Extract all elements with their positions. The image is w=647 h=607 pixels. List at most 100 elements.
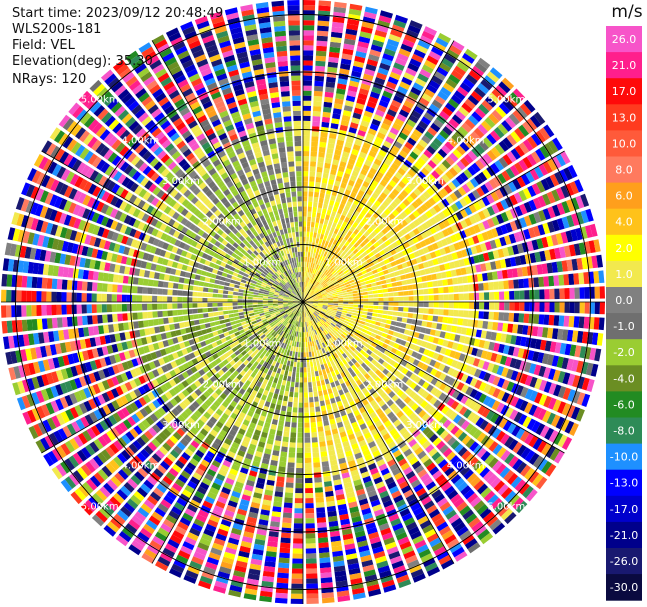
velocity-gate bbox=[426, 55, 439, 66]
velocity-gate bbox=[311, 136, 319, 142]
velocity-gate bbox=[518, 159, 529, 172]
velocity-gate bbox=[327, 220, 333, 227]
velocity-gate bbox=[307, 251, 311, 258]
velocity-gate bbox=[407, 62, 420, 72]
velocity-gate bbox=[346, 163, 354, 170]
velocity-gate bbox=[307, 341, 311, 347]
velocity-gate bbox=[569, 287, 575, 299]
velocity-gate bbox=[226, 326, 233, 331]
velocity-gate bbox=[295, 483, 303, 489]
velocity-gate bbox=[336, 268, 342, 274]
velocity-gate bbox=[379, 275, 386, 281]
velocity-gate bbox=[303, 156, 309, 162]
velocity-gate bbox=[502, 154, 513, 166]
velocity-gate bbox=[330, 287, 336, 291]
velocity-gate bbox=[308, 289, 312, 294]
velocity-gate bbox=[514, 127, 526, 140]
velocity-gate bbox=[312, 447, 319, 453]
velocity-gate bbox=[312, 304, 318, 306]
velocity-gate bbox=[349, 175, 357, 182]
velocity-gate bbox=[294, 341, 297, 347]
velocity-gate bbox=[360, 146, 369, 155]
velocity-gate bbox=[459, 335, 466, 344]
velocity-gate bbox=[343, 279, 349, 284]
velocity-gate bbox=[357, 254, 364, 260]
velocity-gate bbox=[334, 283, 340, 288]
velocity-gate bbox=[307, 216, 311, 222]
velocity-gate bbox=[420, 167, 430, 176]
velocity-gate bbox=[387, 76, 399, 85]
velocity-gate bbox=[401, 249, 409, 256]
velocity-gate bbox=[415, 256, 423, 264]
velocity-gate bbox=[450, 94, 463, 105]
velocity-gate bbox=[359, 31, 372, 39]
velocity-gate bbox=[358, 151, 367, 159]
velocity-gate bbox=[327, 388, 333, 395]
velocity-gate bbox=[386, 315, 393, 320]
velocity-gate bbox=[500, 355, 508, 365]
velocity-gate bbox=[535, 130, 546, 143]
velocity-gate bbox=[569, 302, 575, 314]
velocity-gate bbox=[338, 165, 345, 173]
velocity-gate bbox=[554, 171, 564, 185]
velocity-gate bbox=[548, 368, 556, 380]
velocity-gate bbox=[310, 417, 316, 423]
velocity-gate bbox=[580, 210, 589, 224]
velocity-gate bbox=[377, 231, 385, 238]
velocity-gate bbox=[308, 392, 313, 398]
velocity-gate bbox=[558, 169, 569, 183]
velocity-gate bbox=[429, 329, 436, 336]
velocity-gate bbox=[337, 134, 346, 142]
velocity-gate bbox=[304, 271, 306, 277]
velocity-gate bbox=[365, 318, 372, 323]
velocity-gate bbox=[478, 103, 490, 115]
velocity-gate bbox=[363, 237, 370, 244]
velocity-gate bbox=[292, 553, 303, 559]
velocity-gate bbox=[492, 376, 501, 386]
velocity-gate bbox=[303, 292, 305, 297]
velocity-gate bbox=[514, 302, 520, 311]
velocity-gate bbox=[513, 192, 523, 204]
velocity-gate bbox=[498, 102, 511, 115]
velocity-gate bbox=[305, 523, 315, 529]
velocity-gate bbox=[398, 307, 404, 312]
velocity-gate bbox=[402, 312, 409, 318]
velocity-gate bbox=[319, 400, 325, 407]
velocity-gate bbox=[342, 110, 352, 117]
velocity-gate bbox=[477, 198, 486, 209]
velocity-gate bbox=[326, 279, 332, 284]
velocity-gate bbox=[495, 106, 507, 118]
velocity-gate bbox=[373, 294, 379, 298]
velocity-gate bbox=[311, 279, 315, 284]
velocity-gate bbox=[337, 307, 343, 310]
velocity-gate bbox=[490, 352, 498, 362]
velocity-gate bbox=[331, 278, 337, 283]
velocity-gate bbox=[280, 384, 286, 391]
velocity-gate bbox=[499, 236, 507, 247]
velocity-gate bbox=[311, 371, 315, 377]
velocity-gate bbox=[328, 254, 333, 260]
velocity-gate bbox=[528, 199, 537, 211]
velocity-gate bbox=[421, 213, 429, 222]
velocity-gate bbox=[420, 255, 427, 262]
velocity-gate bbox=[304, 292, 306, 298]
velocity-gate bbox=[528, 213, 537, 225]
velocity-gate bbox=[337, 230, 343, 237]
velocity-gate bbox=[463, 336, 471, 345]
velocity-gate bbox=[471, 65, 485, 77]
velocity-gate bbox=[424, 177, 433, 186]
velocity-gate bbox=[316, 166, 323, 173]
velocity-gate bbox=[482, 168, 492, 180]
velocity-gate bbox=[471, 189, 481, 200]
velocity-gate bbox=[316, 416, 322, 422]
velocity-gate bbox=[318, 249, 323, 255]
velocity-gate bbox=[398, 180, 407, 189]
velocity-gate bbox=[385, 278, 392, 284]
velocity-gate bbox=[307, 367, 311, 373]
velocity-gate bbox=[445, 102, 456, 113]
velocity-gate bbox=[276, 577, 289, 584]
velocity-gate bbox=[484, 302, 490, 310]
velocity-gate bbox=[409, 151, 419, 160]
velocity-gate bbox=[411, 258, 418, 265]
velocity-gate bbox=[294, 392, 299, 398]
